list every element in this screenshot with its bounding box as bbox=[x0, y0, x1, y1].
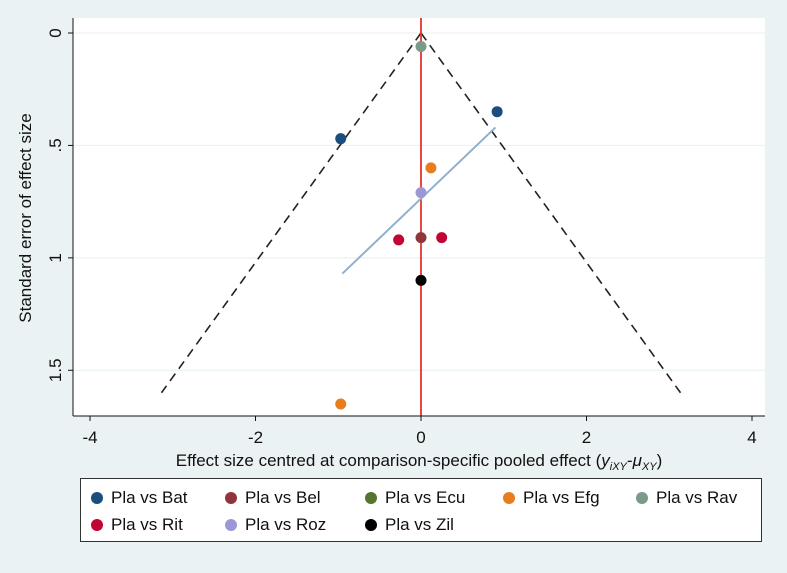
grid-lines bbox=[73, 32, 765, 371]
x-axis-label-mu-sub: XY bbox=[641, 461, 657, 473]
data-point bbox=[335, 133, 347, 145]
legend-marker-icon bbox=[225, 492, 237, 504]
data-point bbox=[415, 232, 427, 244]
legend-label: Pla vs Zil bbox=[385, 515, 454, 534]
data-point bbox=[436, 232, 448, 244]
y-tick-label: .5 bbox=[46, 138, 65, 152]
legend-marker-icon bbox=[636, 492, 648, 504]
legend-marker-icon bbox=[225, 519, 237, 531]
y-tick-label: 1.5 bbox=[46, 358, 65, 382]
x-axis-label-y: y bbox=[600, 451, 611, 470]
legend-item-pla-vs-ecu: Pla vs Ecu bbox=[365, 488, 465, 508]
legend-marker-icon bbox=[503, 492, 515, 504]
legend-item-pla-vs-efg: Pla vs Efg bbox=[503, 488, 600, 508]
x-tick-label: 0 bbox=[416, 428, 425, 447]
legend-item-pla-vs-bat: Pla vs Bat bbox=[91, 488, 188, 508]
legend-marker-icon bbox=[91, 519, 103, 531]
y-tick-label: 0 bbox=[46, 28, 65, 37]
legend-label: Pla vs Rit bbox=[111, 515, 183, 534]
legend-item-pla-vs-zil: Pla vs Zil bbox=[365, 515, 454, 535]
legend-item-pla-vs-rit: Pla vs Rit bbox=[91, 515, 183, 535]
x-tick-label: 2 bbox=[582, 428, 591, 447]
legend-marker-icon bbox=[365, 492, 377, 504]
legend: Pla vs Bat Pla vs Bel Pla vs Ecu Pla vs … bbox=[80, 478, 762, 542]
data-point bbox=[393, 234, 405, 246]
legend-marker-icon bbox=[91, 492, 103, 504]
data-point bbox=[425, 162, 437, 174]
data-point bbox=[415, 187, 427, 199]
data-point bbox=[415, 40, 427, 52]
y-axis-label: Standard error of effect size bbox=[16, 113, 35, 322]
legend-marker-icon bbox=[365, 519, 377, 531]
x-axis-label-y-sub: iXY bbox=[610, 461, 628, 473]
axes bbox=[68, 18, 765, 421]
legend-label: Pla vs Ecu bbox=[385, 488, 466, 507]
legend-label: Pla vs Efg bbox=[523, 488, 600, 507]
x-tick-label: 4 bbox=[747, 428, 756, 447]
data-point bbox=[491, 106, 503, 118]
x-axis-label-minus: - bbox=[627, 451, 633, 470]
legend-item-pla-vs-roz: Pla vs Roz bbox=[225, 515, 326, 535]
x-tick-label: -4 bbox=[82, 428, 97, 447]
x-axis-label-main: Effect size centred at comparison-specif… bbox=[176, 451, 602, 470]
x-tick-label: -2 bbox=[248, 428, 263, 447]
data-point bbox=[335, 398, 347, 410]
legend-item-pla-vs-bel: Pla vs Bel bbox=[225, 488, 321, 508]
legend-label: Pla vs Bel bbox=[245, 488, 321, 507]
x-axis-label-mu: μ bbox=[632, 451, 643, 470]
x-axis-label: Effect size centred at comparison-specif… bbox=[176, 451, 663, 473]
legend-label: Pla vs Bat bbox=[111, 488, 188, 507]
regression-line bbox=[341, 126, 497, 275]
legend-label: Pla vs Roz bbox=[245, 515, 327, 534]
y-tick-label: 1 bbox=[46, 253, 65, 262]
x-axis-label-close: ) bbox=[657, 451, 663, 470]
tick-labels: -4 -2 0 2 4 0 .5 1 1.5 bbox=[46, 28, 757, 447]
regression-line-group bbox=[341, 126, 497, 275]
legend-label: Pla vs Rav bbox=[656, 488, 738, 507]
data-point bbox=[415, 274, 427, 286]
plot-area-background bbox=[73, 18, 765, 416]
data-points bbox=[335, 40, 503, 410]
legend-item-pla-vs-rav: Pla vs Rav bbox=[636, 488, 737, 508]
